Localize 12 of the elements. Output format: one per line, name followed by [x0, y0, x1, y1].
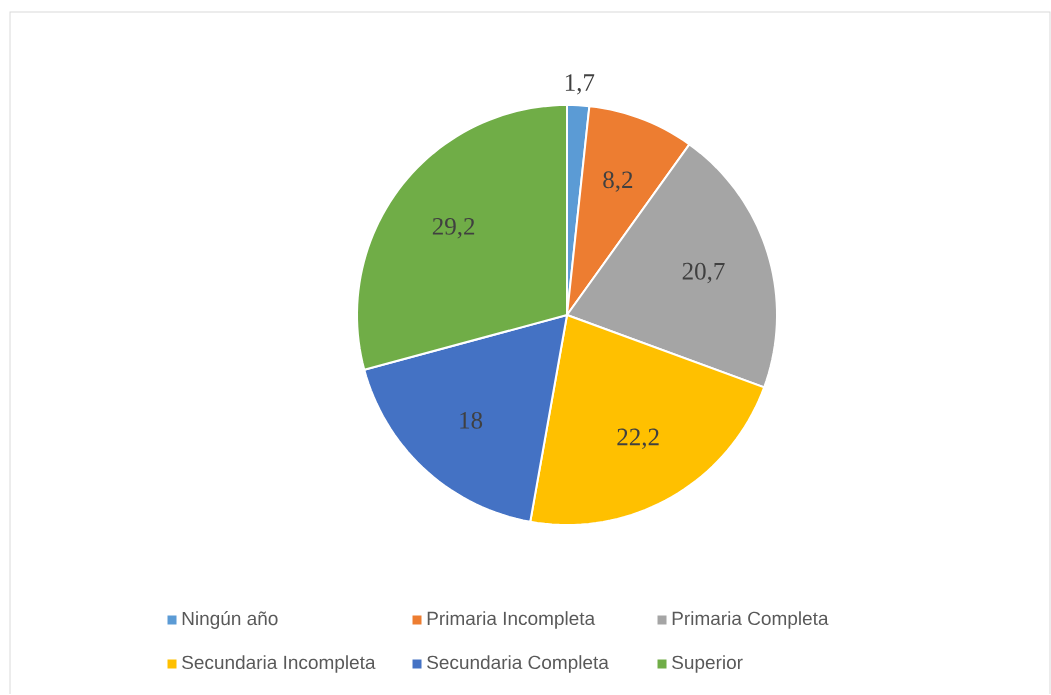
legend-label: Primaria Incompleta [427, 611, 596, 630]
data-label: 1,7 [565, 74, 595, 95]
legend-label: Secundaria Incompleta [182, 655, 376, 674]
data-label: 18 [460, 412, 483, 430]
data-label: 8,2 [603, 171, 633, 193]
data-label: 22,2 [617, 428, 659, 450]
data-label: 20,7 [682, 263, 725, 284]
legend-label: Superior [672, 655, 743, 674]
data-label: 29,2 [432, 218, 475, 239]
legend-label: Primaria Completa [672, 611, 829, 630]
legend-label: Secundaria Completa [427, 655, 609, 674]
legend-label: Ningún año [182, 611, 278, 630]
